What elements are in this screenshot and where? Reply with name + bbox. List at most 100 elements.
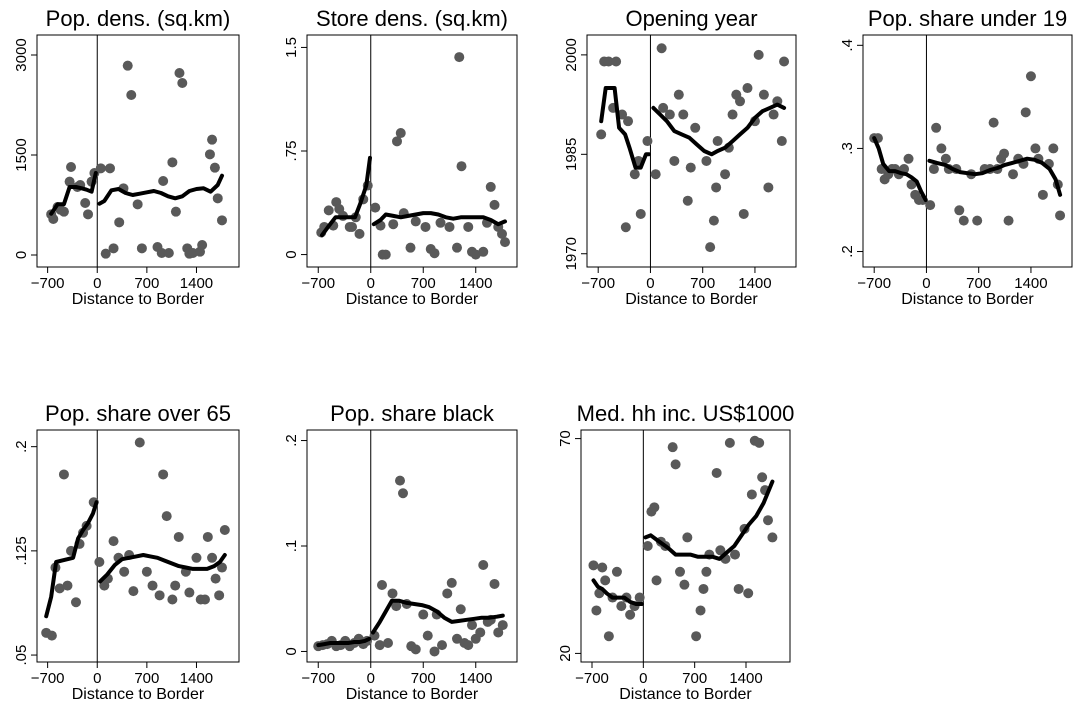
data-point xyxy=(437,640,447,651)
chart-panel-7: −700 0 700 1400 20 70 Distance to Border Med. h… xyxy=(557,401,794,703)
data-point xyxy=(435,217,446,228)
data-point xyxy=(497,228,507,239)
data-point xyxy=(354,228,365,239)
data-point xyxy=(191,552,202,563)
fit-line-right xyxy=(98,553,227,584)
data-point xyxy=(768,109,779,120)
fit-line-left xyxy=(320,155,372,238)
data-point xyxy=(742,83,753,94)
data-point xyxy=(616,601,627,612)
data-point xyxy=(1025,71,1036,82)
data-point xyxy=(779,56,790,67)
x-tick-label: 0 xyxy=(367,275,375,292)
data-point xyxy=(712,136,723,147)
plot-frame xyxy=(580,429,791,663)
data-point xyxy=(478,246,489,257)
y-tick-label: .1 xyxy=(283,540,300,553)
y-tick-label: 3000 xyxy=(13,38,30,71)
data-point xyxy=(727,109,738,120)
data-point xyxy=(678,109,689,120)
data-point xyxy=(500,237,510,248)
x-tick-label: 0 xyxy=(922,275,930,292)
y-tick-label: 20 xyxy=(557,645,574,662)
data-point xyxy=(184,587,195,598)
fit-line-right xyxy=(97,173,224,206)
chart-title: Pop. share over 65 xyxy=(45,401,231,426)
data-point xyxy=(163,248,174,258)
data-point xyxy=(999,148,1010,159)
data-point xyxy=(174,68,185,78)
data-point xyxy=(730,549,740,560)
data-point xyxy=(634,592,645,603)
data-point xyxy=(167,594,178,605)
data-point xyxy=(58,469,69,480)
y-tick-label: 0 xyxy=(283,250,300,258)
chart-title: Opening year xyxy=(625,6,757,31)
data-point xyxy=(105,163,116,174)
data-point xyxy=(374,640,385,651)
data-point xyxy=(620,222,631,233)
data-point xyxy=(410,216,421,227)
data-point xyxy=(763,182,774,193)
data-point xyxy=(591,605,602,616)
data-point xyxy=(776,136,787,147)
data-point xyxy=(420,221,431,232)
data-point xyxy=(212,193,223,204)
x-tick-label: 1400 xyxy=(459,275,492,292)
data-point xyxy=(701,566,712,577)
data-point xyxy=(685,162,696,173)
y-tick-label: 1985 xyxy=(563,138,580,171)
data-point xyxy=(388,219,399,230)
chart-title: Pop. share black xyxy=(330,401,495,426)
data-point xyxy=(119,566,130,577)
data-point xyxy=(64,176,75,187)
data-point xyxy=(1055,210,1066,221)
chart-panel-4: −700 0 700 1400 .2 .3 .4 Distance to Border Pop.… xyxy=(839,6,1073,308)
data-point xyxy=(603,631,614,642)
data-point xyxy=(347,221,357,232)
data-point xyxy=(711,467,722,478)
data-point xyxy=(738,208,749,219)
x-tick-label: 700 xyxy=(690,275,715,292)
data-point xyxy=(214,590,225,601)
data-point xyxy=(80,198,91,208)
chart-title: Store dens. (sq.km) xyxy=(316,6,508,31)
data-point xyxy=(454,52,465,63)
data-point xyxy=(682,195,693,206)
x-tick-label: 700 xyxy=(411,670,436,687)
x-tick-label: −700 xyxy=(857,275,891,292)
chart-panel-3: −700 0 700 1400 1970 1985 2000 Distance to Bord… xyxy=(563,6,797,308)
data-point xyxy=(691,631,702,642)
y-tick-label: .3 xyxy=(839,142,856,155)
data-point xyxy=(611,56,622,67)
fit-line-left xyxy=(44,500,99,619)
data-point xyxy=(456,161,467,172)
x-axis-label: Distance to Border xyxy=(625,291,758,308)
data-point xyxy=(625,609,636,620)
data-point xyxy=(463,640,474,651)
data-point xyxy=(136,243,147,254)
x-tick-label: −700 xyxy=(301,670,335,687)
data-point xyxy=(475,627,486,638)
x-axis-label: Distance to Border xyxy=(346,686,479,703)
x-tick-label: 0 xyxy=(646,275,654,292)
data-point xyxy=(679,579,690,590)
x-tick-label: −700 xyxy=(575,670,609,687)
fit-line-left xyxy=(316,636,372,648)
data-point xyxy=(207,134,218,145)
data-point xyxy=(588,560,599,571)
y-tick-label: 1500 xyxy=(13,138,30,171)
data-point xyxy=(715,545,726,556)
data-point xyxy=(656,43,667,54)
data-point xyxy=(596,129,607,140)
y-tick-label: 0 xyxy=(13,251,30,259)
data-point xyxy=(95,163,106,174)
fit-line-right xyxy=(643,479,775,561)
plot-frame xyxy=(306,429,518,663)
data-point xyxy=(209,162,220,173)
y-tick-label: .125 xyxy=(13,536,30,565)
data-point xyxy=(398,488,408,499)
data-point xyxy=(452,633,462,644)
y-tick-label: 2000 xyxy=(563,38,580,71)
